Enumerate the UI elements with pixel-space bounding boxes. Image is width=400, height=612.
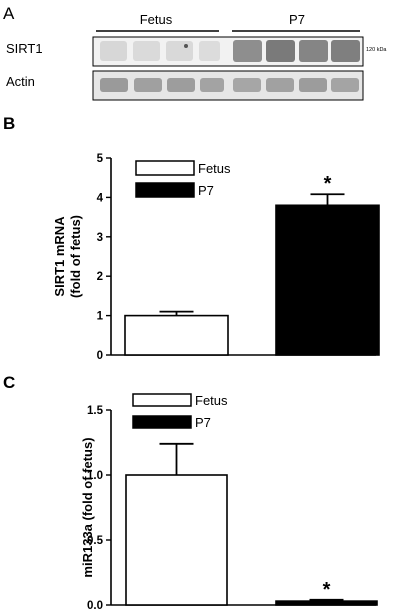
y-axis-label: SIRT1 mRNA bbox=[52, 216, 67, 297]
bar-p7 bbox=[275, 600, 378, 606]
panel-b: B 0 1 2 3 4 5 SIRT1 mRNA (fold of fetus) * Fetus P… bbox=[3, 114, 380, 362]
legend-label-fetus: Fetus bbox=[195, 393, 228, 408]
significance-marker: * bbox=[324, 173, 332, 195]
p7-group-label: P7 bbox=[289, 12, 305, 27]
y-tick-label: 0 bbox=[97, 350, 103, 362]
significance-marker: * bbox=[323, 579, 331, 601]
legend-label-fetus: Fetus bbox=[198, 161, 231, 176]
chart-b: 0 1 2 3 4 5 SIRT1 mRNA (fold of fetus) * Fetus P7 bbox=[52, 153, 380, 362]
y-tick-label: 1.5 bbox=[87, 405, 104, 417]
bar-p7 bbox=[275, 204, 380, 356]
panel-a-letter: A bbox=[3, 4, 15, 23]
panel-a: A Fetus P7 SIRT1 Actin 120 kDa bbox=[3, 4, 387, 101]
panel-c: C 0.0 0.5 1.0 1.5 miR133a (fold of fetus) * Fe… bbox=[3, 373, 378, 612]
legend-swatch-p7 bbox=[135, 182, 195, 198]
y-axis-label: miR133a (fold of fetus) bbox=[80, 437, 95, 577]
sirt1-band-label: SIRT1 bbox=[6, 41, 43, 56]
legend-label-p7: P7 bbox=[195, 415, 211, 430]
y-tick-label: 1.0 bbox=[87, 470, 103, 482]
chart-c: 0.0 0.5 1.0 1.5 miR133a (fold of fetus) * Fetu… bbox=[80, 393, 378, 612]
fetus-group-label: Fetus bbox=[140, 12, 173, 27]
actin-band bbox=[299, 78, 327, 92]
actin-band bbox=[331, 78, 359, 92]
y-tick-label: 3 bbox=[97, 232, 103, 244]
panel-b-letter: B bbox=[3, 114, 15, 133]
sirt1-band bbox=[266, 40, 295, 62]
sirt1-band bbox=[100, 41, 127, 61]
y-tick-label: 0.5 bbox=[87, 535, 104, 547]
y-tick-label: 5 bbox=[97, 153, 104, 165]
sirt1-band bbox=[199, 41, 220, 61]
y-tick-label: 4 bbox=[97, 192, 104, 204]
legend-swatch-p7 bbox=[132, 415, 192, 429]
legend-swatch-fetus bbox=[135, 160, 195, 176]
bar-fetus bbox=[125, 474, 228, 606]
y-axis-label: (fold of fetus) bbox=[68, 215, 83, 298]
sirt1-band bbox=[233, 40, 262, 62]
actin-bands bbox=[100, 78, 359, 92]
legend-label-p7: P7 bbox=[198, 183, 214, 198]
sirt1-band bbox=[166, 41, 193, 61]
kda-label: 120 kDa bbox=[366, 47, 387, 53]
actin-band bbox=[134, 78, 162, 92]
y-tick-label: 1 bbox=[97, 311, 104, 323]
actin-band-label: Actin bbox=[6, 74, 35, 89]
sirt1-bands bbox=[100, 40, 360, 62]
sirt1-band bbox=[133, 41, 160, 61]
panel-c-letter: C bbox=[3, 373, 15, 392]
actin-band bbox=[100, 78, 128, 92]
actin-band bbox=[200, 78, 224, 92]
legend-swatch-fetus bbox=[132, 393, 192, 407]
actin-band bbox=[233, 78, 261, 92]
bar-fetus bbox=[124, 314, 229, 356]
sirt1-band bbox=[331, 40, 360, 62]
sirt1-band bbox=[299, 40, 328, 62]
blot-speck bbox=[184, 44, 188, 48]
y-tick-label: 2 bbox=[97, 271, 103, 283]
y-tick-label: 0.0 bbox=[87, 600, 103, 612]
actin-band bbox=[266, 78, 294, 92]
actin-band bbox=[167, 78, 195, 92]
